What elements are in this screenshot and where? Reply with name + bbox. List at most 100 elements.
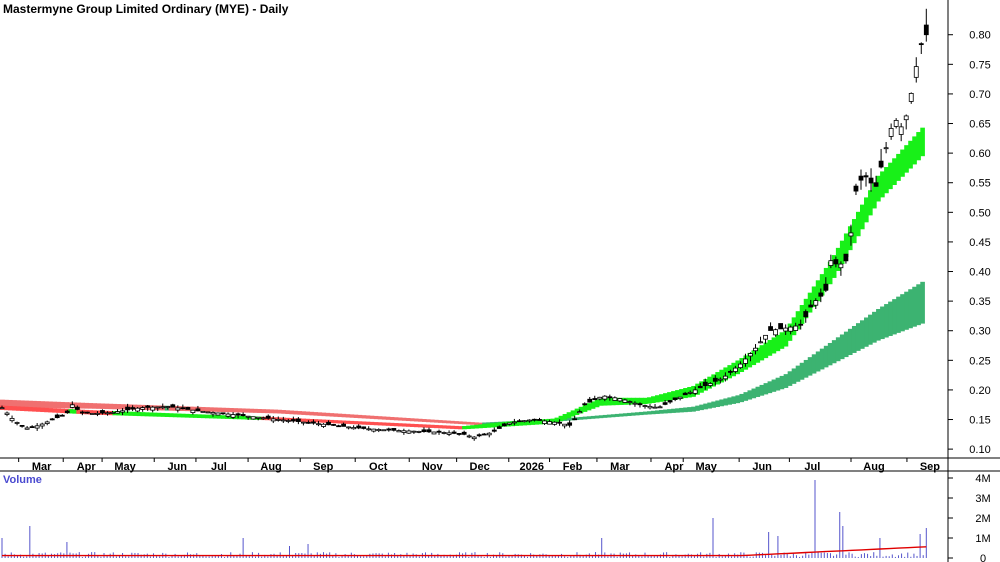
ma-band-slice	[245, 408, 250, 413]
ma-band-slice	[20, 406, 25, 411]
ma-band-slice	[892, 158, 897, 186]
price-bar-body	[170, 404, 176, 408]
price-bar-body	[843, 253, 849, 262]
ma-band-slice	[904, 291, 909, 330]
ma-band-slice	[241, 408, 246, 413]
ma-band-slice	[313, 419, 319, 423]
price-bar-body	[341, 423, 346, 427]
price-bar-body	[9, 418, 15, 422]
price-bar-body	[496, 426, 502, 429]
ma-band-slice	[478, 424, 483, 429]
price-bar-body	[54, 414, 60, 419]
ma-band-slice	[321, 419, 327, 423]
ma-band-slice	[610, 397, 616, 406]
ma-band-slice	[470, 422, 475, 425]
price-bar-body	[270, 418, 276, 422]
ma-band-slice	[401, 417, 407, 421]
price-bar-body	[326, 421, 331, 426]
ma-band-slice	[920, 281, 925, 324]
ma-band-slice	[783, 374, 789, 388]
ma-band-slice	[823, 345, 829, 368]
ma-band-slice	[679, 407, 684, 413]
ma-band-slice	[4, 399, 9, 408]
price-bar-body	[285, 420, 291, 422]
price-bar-body	[175, 407, 181, 411]
price-bar-body	[727, 370, 733, 373]
ma-band-slice	[116, 404, 122, 410]
price-bar-body	[250, 416, 256, 420]
ma-band-slice	[381, 416, 387, 420]
ma-band-slice	[446, 420, 451, 424]
ma-band-slice	[466, 421, 471, 425]
ma-band-slice	[172, 406, 178, 411]
price-bar-body	[295, 418, 301, 422]
price-bar-body	[501, 423, 507, 427]
ma-band-slice	[651, 410, 656, 415]
x-tick-label: Sep	[920, 461, 940, 473]
ma-band-slice	[735, 395, 741, 404]
price-bar-body	[115, 411, 120, 414]
ma-band-slice	[747, 390, 753, 400]
ma-band-slice	[562, 414, 568, 420]
price-bar-body	[622, 399, 628, 403]
price-bar-body	[511, 421, 517, 424]
ma-band-slice	[221, 407, 226, 413]
price-bar-body	[733, 367, 738, 372]
ma-band-slice	[630, 412, 636, 416]
x-tick-label: Apr	[664, 461, 684, 473]
ma-band-slice	[691, 406, 696, 412]
price-bar-body	[306, 421, 311, 424]
y-tick-label: 0.70	[969, 89, 990, 101]
ma-band-slice	[454, 421, 459, 424]
ma-band-slice	[188, 414, 194, 418]
ma-band-slice	[208, 414, 214, 419]
price-bar-body	[230, 414, 236, 418]
y-tick-label: 0.60	[969, 148, 990, 160]
price-bar-body	[446, 432, 452, 435]
ma-band-slice	[44, 401, 49, 409]
price-bar-body	[908, 93, 914, 102]
y-tick-label: 0.15	[969, 415, 990, 427]
volume-panel-label: Volume	[3, 474, 42, 486]
ma-band-slice	[896, 153, 901, 181]
ma-band-slice	[566, 417, 572, 421]
ma-band-slice	[417, 418, 423, 422]
price-bar-body	[260, 417, 266, 420]
ma-band-slice	[333, 420, 339, 424]
ma-band-slice	[626, 412, 632, 416]
price-bar-body	[381, 429, 387, 432]
price-bar-body	[346, 426, 352, 429]
ma-band-slice	[52, 401, 57, 409]
ma-band-slice	[538, 419, 544, 425]
ma-band-slice	[602, 397, 608, 406]
price-bar-body	[863, 175, 869, 178]
ma-band-slice	[233, 408, 238, 413]
ma-band-slice	[60, 408, 65, 414]
ma-band-slice	[20, 400, 25, 408]
ma-band-slice	[795, 311, 801, 330]
ma-band-slice	[305, 418, 311, 422]
ma-band-slice	[8, 406, 13, 411]
ma-band-slice	[642, 397, 648, 405]
price-bar-body	[90, 413, 95, 415]
price-bar-body	[702, 381, 708, 387]
ma-band-slice	[389, 416, 395, 421]
ma-band-slice	[574, 408, 580, 415]
ma-band-slice	[265, 409, 270, 414]
ma-band-slice	[819, 348, 825, 370]
price-bar-body	[903, 115, 909, 121]
ma-band-slice	[598, 415, 604, 419]
ma-band-slice	[699, 404, 704, 411]
price-bar-body	[707, 383, 713, 386]
ma-band-slice	[225, 407, 230, 413]
ma-band-slice	[755, 347, 761, 363]
ma-band-slice	[430, 419, 435, 423]
ma-band-slice	[586, 403, 592, 411]
price-bar-body	[406, 430, 412, 434]
price-bar-body	[135, 407, 141, 412]
price-bar-body	[160, 406, 166, 409]
ma-band-slice	[462, 421, 467, 425]
ma-band-slice	[642, 411, 648, 415]
ma-band-slice	[96, 410, 102, 415]
